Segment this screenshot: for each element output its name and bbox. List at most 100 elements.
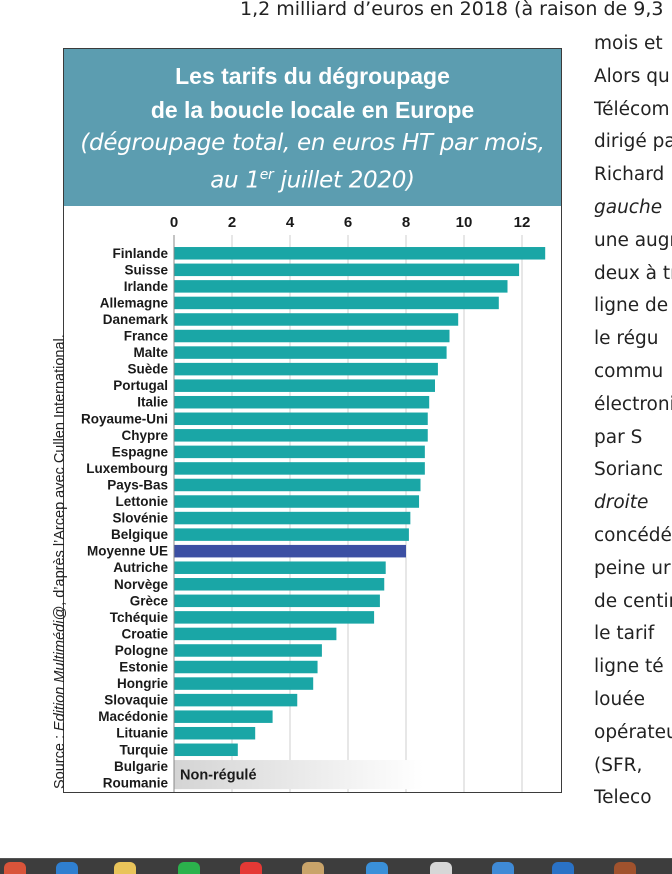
bar — [174, 495, 420, 508]
taskbar-globe-icon[interactable] — [366, 862, 388, 874]
bar — [174, 578, 385, 591]
bar — [174, 726, 256, 740]
bar — [174, 478, 421, 492]
bar — [174, 462, 425, 475]
taskbar-mail-icon[interactable] — [492, 862, 514, 874]
bar — [174, 296, 499, 310]
subtitle-date-suffix: juillet 2020) — [273, 167, 415, 194]
taskbar-browser-icon[interactable] — [56, 862, 78, 874]
bar — [174, 544, 406, 558]
category-label: Hongrie — [117, 676, 168, 691]
taskbar-folder-icon[interactable] — [114, 862, 136, 874]
unregulated-band — [174, 760, 424, 790]
article-line: par S — [594, 426, 643, 448]
bar — [174, 528, 409, 541]
taskbar-app-icon[interactable] — [4, 862, 26, 874]
bar — [174, 362, 438, 376]
article-line: mois et — [594, 33, 663, 54]
taskbar-chat-icon[interactable] — [178, 862, 200, 874]
category-label: Suède — [127, 362, 168, 377]
article-line: le tarif — [594, 623, 655, 645]
source-note: Source : Edition Multimédi@, d’après l’A… — [52, 334, 68, 789]
taskbar-doc-icon[interactable] — [302, 862, 324, 874]
category-label: Pays-Bas — [107, 477, 168, 492]
bar — [174, 594, 380, 608]
category-label: Moyenne UE — [87, 544, 168, 559]
article-line: dirigé pa — [594, 131, 672, 153]
bar — [174, 511, 411, 525]
unregulated-label: Non-régulé — [180, 768, 257, 784]
category-label: Irlande — [124, 279, 169, 294]
article-line: Teleco — [594, 787, 652, 809]
category-label: Tchéquie — [110, 610, 169, 625]
category-label: Norvège — [114, 577, 169, 592]
source-prefix: Source : — [52, 730, 68, 789]
article-top-line: 1,2 milliard d’euros en 2018 (à raison d… — [240, 0, 664, 20]
category-label: Malte — [133, 345, 168, 360]
chart-subtitle-line1: (dégroupage total, en euros HT par mois, — [80, 130, 545, 156]
article-line: (SFR, — [594, 754, 643, 776]
article-line: Alors qu — [594, 65, 670, 87]
category-label: Chypre — [121, 428, 168, 443]
bar — [174, 429, 428, 442]
article-line: concédé — [594, 524, 672, 546]
category-label: Royaume-Uni — [81, 411, 168, 426]
x-tick-label: 8 — [402, 214, 410, 231]
category-label: Belgique — [111, 527, 168, 542]
article-line: Richard — [594, 164, 665, 186]
bar — [174, 263, 520, 277]
article-line: Sorianc — [594, 459, 664, 481]
article-line: droite — [594, 492, 649, 514]
chart-title-line1: Les tarifs du dégroupage — [175, 63, 450, 89]
category-label: Autriche — [113, 560, 168, 575]
article-line: électroni — [594, 393, 672, 415]
subtitle-date-prefix: au 1 — [210, 167, 260, 194]
x-tick-label: 4 — [286, 214, 295, 231]
bar — [174, 743, 238, 757]
category-label: Macédonie — [98, 709, 168, 724]
x-tick-label: 2 — [228, 214, 236, 231]
bar — [174, 627, 337, 641]
article-line: une augn — [594, 229, 672, 251]
bar — [174, 329, 450, 343]
subtitle-date-sup: er — [259, 167, 274, 183]
bar — [174, 445, 425, 459]
article-right-column: mois et Alors qu Télécom dirigé pa Richard ga… — [594, 28, 672, 815]
x-tick-label: 10 — [456, 214, 473, 231]
bar — [174, 710, 273, 723]
taskbar-phone-icon[interactable] — [552, 862, 574, 874]
bar — [174, 611, 375, 624]
bar — [174, 660, 318, 674]
article-line: commu — [594, 360, 664, 382]
category-label: Slovénie — [112, 511, 168, 526]
article-line: Télécom — [594, 98, 670, 120]
bar — [174, 412, 428, 426]
chart-frame: Les tarifs du dégroupage de la boucle lo… — [63, 48, 562, 793]
category-label: Suisse — [124, 262, 168, 277]
category-label: France — [124, 329, 169, 344]
bar — [174, 247, 546, 260]
chart-title: Les tarifs du dégroupage de la boucle lo… — [64, 49, 561, 127]
category-label: Turquie — [120, 742, 169, 757]
category-label: Estonie — [119, 660, 168, 675]
bar — [174, 644, 322, 657]
article-line: louée — [594, 688, 645, 710]
category-label: Bulgarie — [114, 759, 169, 774]
article-line: le régu — [594, 328, 659, 350]
taskbar-notes-icon[interactable] — [430, 862, 452, 874]
source-suffix: , d’après l’Arcep avec Cullen Internatio… — [52, 334, 68, 606]
article-line: ligne de — [594, 295, 669, 317]
taskbar-media-icon[interactable] — [240, 862, 262, 874]
chart-title-line2: de la boucle locale en Europe — [150, 97, 475, 123]
category-label: Espagne — [112, 444, 169, 459]
chart-header: Les tarifs du dégroupage de la boucle lo… — [64, 49, 561, 206]
article-line: opérateu — [594, 721, 672, 743]
category-label: Slovaquie — [104, 693, 168, 708]
category-label: Portugal — [113, 378, 168, 393]
category-label: Allemagne — [100, 295, 169, 310]
taskbar-files-icon[interactable] — [614, 862, 636, 874]
category-label: Lituanie — [116, 726, 168, 741]
article-line: ligne té — [594, 656, 664, 678]
category-label: Finlande — [112, 246, 168, 261]
category-label: Lettonie — [116, 494, 169, 509]
